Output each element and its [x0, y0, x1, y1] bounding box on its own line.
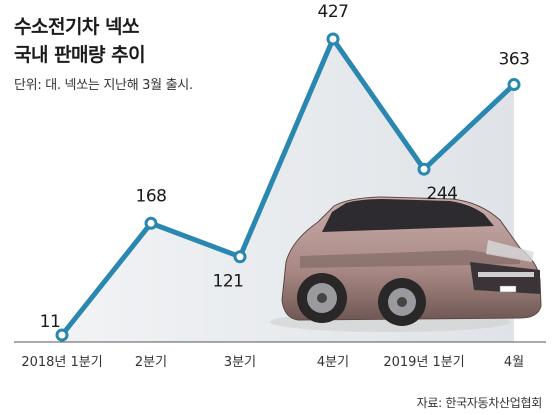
x-tick-label-5: 2019년 1분기 [383, 355, 464, 370]
data-label-3: 121 [213, 272, 244, 292]
data-point-1 [55, 328, 69, 342]
data-point-3 [233, 250, 247, 264]
data-label-2: 168 [136, 186, 167, 206]
chart-title-line2: 국내 판매량 추이 [14, 44, 146, 66]
data-label-5: 244 [427, 184, 458, 204]
data-point-6 [507, 78, 521, 92]
data-label-6: 363 [499, 50, 530, 70]
x-tick-label-3: 3분기 [224, 355, 256, 370]
data-point-4 [326, 32, 340, 46]
x-tick-label-4: 4분기 [317, 355, 349, 370]
x-tick-label-6: 4월 [504, 355, 524, 370]
car-illustration [270, 196, 542, 332]
x-tick-label-2: 2분기 [135, 355, 167, 370]
data-label-1: 11 [40, 312, 61, 332]
data-point-5 [417, 162, 431, 176]
data-label-4: 427 [318, 2, 349, 22]
x-tick-label-1: 2018년 1분기 [21, 355, 102, 370]
chart-title-line1: 수소전기차 넥쏘 [14, 16, 139, 38]
data-point-2 [144, 216, 158, 230]
source-note: 자료: 한국자동차산업협회 [416, 396, 543, 410]
series-line [60, 33, 516, 337]
chart-subtitle: 단위: 대. 넥쏘는 지난해 3월 출시. [14, 78, 193, 93]
